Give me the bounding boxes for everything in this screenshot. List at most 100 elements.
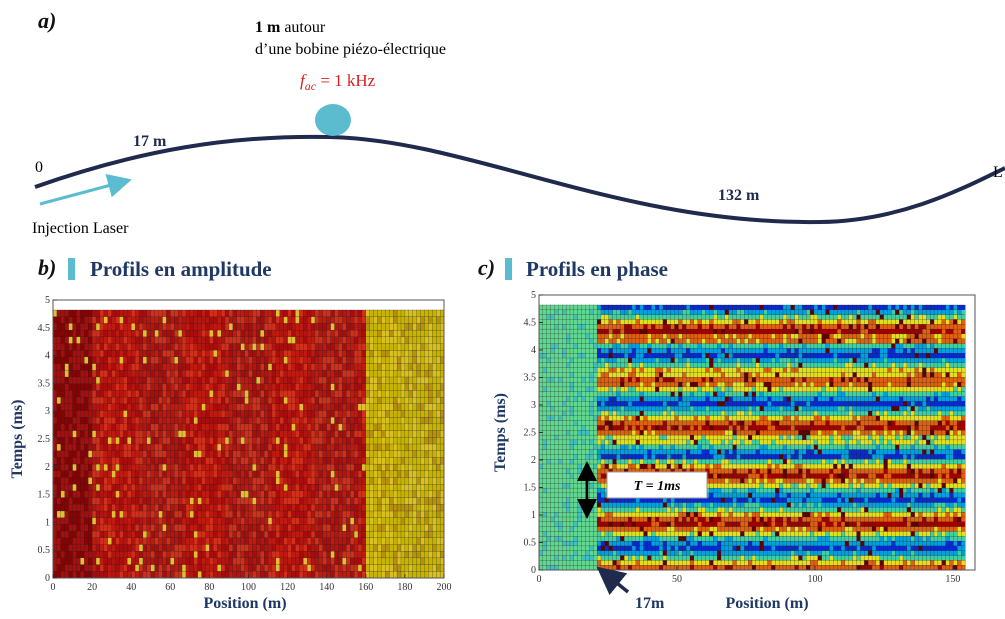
heatmap-cell (377, 463, 382, 472)
heatmap-cell (416, 403, 421, 411)
heatmap-cell (213, 329, 218, 338)
heatmap-cell (589, 439, 594, 446)
heatmap-cell (177, 437, 183, 445)
heatmap-cell (404, 524, 410, 532)
heatmap-cell (99, 470, 105, 478)
heatmap-cell (428, 390, 433, 398)
heatmap-cell (248, 564, 253, 572)
heatmap-cell (565, 463, 571, 470)
heatmap-cell (162, 410, 167, 418)
heatmap-cell (107, 537, 113, 545)
heatmap-cell (562, 343, 567, 349)
heatmap-cell (201, 450, 206, 458)
heatmap-cell (420, 430, 425, 438)
heatmap-cell (275, 544, 281, 552)
heatmap-cell (369, 370, 375, 378)
heatmap-cell (170, 323, 175, 331)
heatmap-cell (76, 490, 81, 499)
heatmap-cell (550, 531, 555, 537)
heatmap-cell (416, 343, 421, 351)
heatmap-cell (103, 363, 109, 371)
heatmap-cell (275, 329, 281, 338)
heatmap-cell (573, 425, 579, 431)
heatmap-cell (307, 564, 312, 572)
heatmap-cell (80, 396, 85, 405)
heatmap-cell (381, 316, 386, 324)
heatmap-cell (123, 517, 128, 525)
heatmap-cell (221, 363, 226, 371)
heatmap-cell (123, 437, 128, 445)
heatmap-cell (400, 484, 406, 492)
heatmap-cell (123, 430, 128, 438)
heatmap-cell (76, 316, 81, 324)
heatmap-cell (228, 423, 234, 432)
heatmap-cell (107, 510, 113, 519)
heatmap-cell (428, 564, 433, 572)
heatmap-cell (393, 343, 398, 351)
heatmap-cell (131, 336, 136, 344)
heatmap-cell (322, 437, 328, 445)
heatmap-cell (538, 454, 544, 460)
heatmap-cell (550, 391, 555, 397)
heatmap-cell (64, 376, 70, 385)
heatmap-cell (350, 450, 355, 458)
heatmap-cell (342, 356, 347, 365)
heatmap-cell (252, 530, 257, 539)
heatmap-cell (350, 557, 355, 566)
heatmap-cell (197, 376, 203, 385)
heatmap-cell (377, 510, 382, 519)
heatmap-cell (201, 430, 206, 438)
heatmap-cell (154, 564, 159, 572)
heatmap-cell (581, 512, 586, 518)
heatmap-cell (260, 350, 265, 358)
heatmap-cell (56, 477, 62, 485)
heatmap-cell (111, 544, 116, 552)
heatmap-cell (338, 437, 343, 445)
heatmap-cell (596, 531, 602, 537)
heatmap-cell (213, 309, 218, 318)
heatmap-cell (585, 304, 590, 311)
heatmap-cell (162, 571, 167, 579)
heatmap-cell (546, 454, 552, 460)
heatmap-cell (554, 483, 559, 489)
panel-title: Profils en phase (526, 257, 668, 281)
heatmap-cell (338, 423, 343, 432)
heatmap-cell (420, 557, 425, 566)
heatmap-cell (342, 517, 347, 525)
heatmap-cell (275, 437, 281, 445)
heatmap-cell (542, 536, 548, 542)
heatmap-cell (542, 415, 548, 422)
heatmap-cell (377, 309, 382, 318)
heatmap-cell (142, 383, 148, 391)
heatmap-cell (585, 521, 590, 528)
heatmap-cell (240, 530, 246, 539)
heatmap-cell (562, 507, 567, 513)
heatmap-cell (221, 437, 226, 445)
heatmap-cell (115, 443, 120, 452)
heatmap-cell (232, 504, 238, 512)
heatmap-cell (310, 477, 316, 485)
heatmap-cell (60, 484, 66, 492)
heatmap-cell (256, 537, 261, 545)
heatmap-cell (256, 363, 261, 371)
heatmap-cell (295, 430, 300, 438)
heatmap-cell (221, 551, 226, 559)
heatmap-cell (357, 437, 363, 445)
heatmap-cell (307, 423, 312, 432)
heatmap-cell (600, 319, 606, 325)
heatmap-cell (107, 390, 113, 398)
heatmap-cell (581, 425, 586, 431)
heatmap-cell (142, 443, 148, 452)
heatmap-cell (550, 526, 555, 532)
heatmap-cell (217, 524, 222, 532)
heatmap-cell (393, 497, 398, 505)
heatmap-cell (60, 504, 66, 512)
heatmap-cell (554, 468, 559, 475)
heatmap-cell (76, 571, 81, 579)
heatmap-cell (373, 557, 378, 566)
heatmap-cell (166, 423, 171, 432)
heatmap-cell (577, 492, 583, 499)
heatmap-cell (99, 504, 105, 512)
heatmap-cell (322, 490, 328, 499)
heatmap-cell (119, 564, 124, 572)
